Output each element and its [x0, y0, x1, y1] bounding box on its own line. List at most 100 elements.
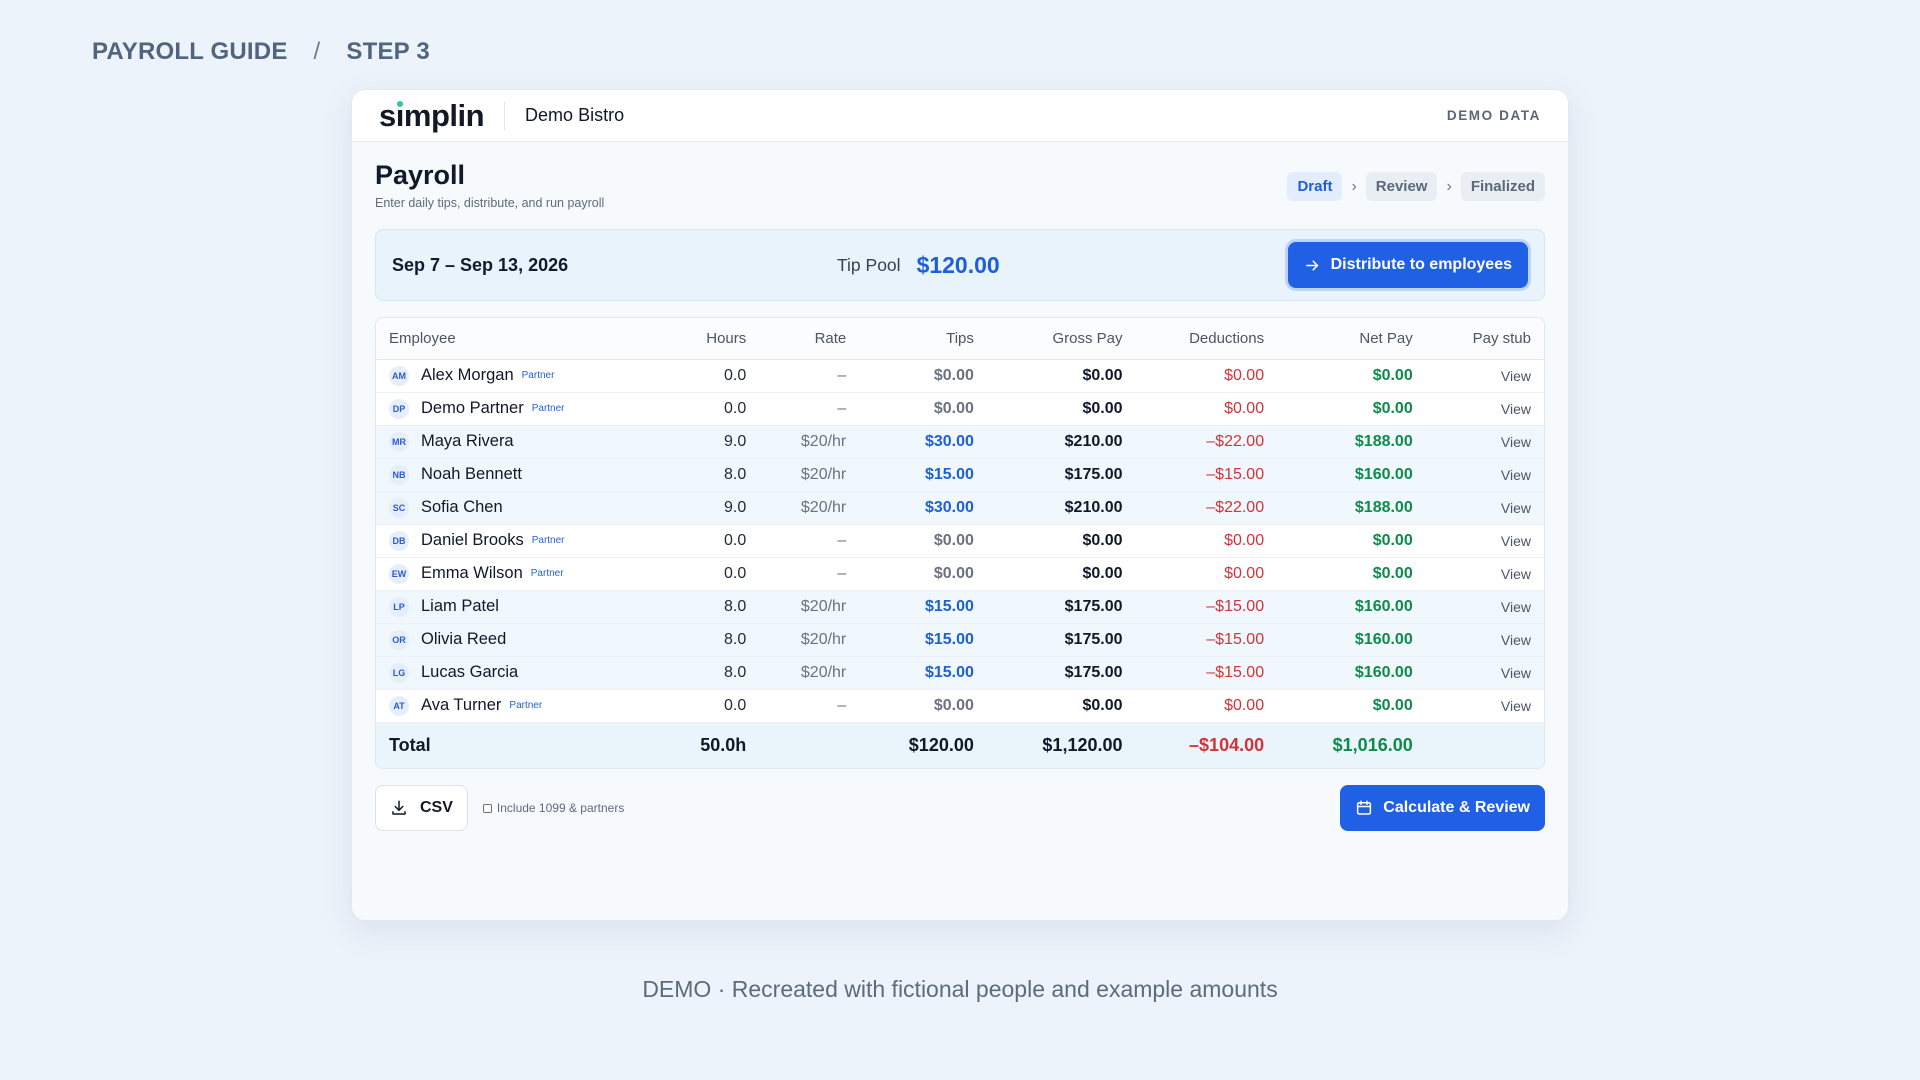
- partner-badge: Partner: [531, 535, 565, 546]
- table-row: LG Lucas Garcia 8.0 $20/hr $15.00 $175.00 –$15…: [376, 656, 1544, 690]
- total-gross: $1,120.00: [986, 722, 1136, 768]
- view-stub-link[interactable]: View: [1425, 656, 1544, 690]
- calculate-review-button[interactable]: Calculate & Review: [1340, 785, 1545, 831]
- deductions-cell: –$22.00: [1135, 491, 1278, 525]
- step-draft[interactable]: Draft: [1287, 172, 1343, 201]
- net-pay-cell: $160.00: [1277, 590, 1426, 624]
- total-net: $1,016.00: [1277, 722, 1426, 768]
- col-net-pay: Net Pay: [1277, 318, 1426, 360]
- pay-period: Sep 7 – Sep 13, 2026: [392, 254, 569, 275]
- hours-cell: 8.0: [658, 458, 760, 492]
- tips-cell: $15.00: [859, 656, 987, 690]
- employee-cell: SC Sofia Chen: [376, 491, 659, 525]
- hours-cell: 0.0: [658, 557, 760, 591]
- chevron-right-icon: ›: [1351, 177, 1357, 195]
- employee-avatar: LP: [389, 596, 409, 617]
- gross-pay-cell: $210.00: [986, 491, 1136, 525]
- tips-cell: $0.00: [859, 524, 987, 558]
- view-stub-link[interactable]: View: [1425, 689, 1544, 723]
- footer-actions: CSV Include 1099 & partners Calculate & …: [375, 785, 1545, 831]
- employee-cell: AT Ava Turner Partner: [376, 689, 659, 723]
- employee-avatar: DB: [389, 530, 409, 551]
- table-row: AM Alex Morgan Partner 0.0– $0.00 $0.00 $0.00 $…: [376, 359, 1544, 393]
- gross-pay-cell: $175.00: [986, 623, 1136, 657]
- tips-cell: $30.00: [859, 425, 987, 459]
- csv-button[interactable]: CSV: [375, 785, 468, 831]
- tips-cell: $0.00: [859, 392, 987, 426]
- guide-step: STEP 3: [346, 38, 430, 65]
- rate-cell: $20/hr: [759, 623, 860, 657]
- net-pay-cell: $160.00: [1277, 458, 1426, 492]
- col-gross-pay: Gross Pay: [986, 318, 1136, 360]
- employee-cell: LG Lucas Garcia: [376, 656, 659, 690]
- tips-cell: $15.00: [859, 590, 987, 624]
- guide-label: PAYROLL GUIDE: [92, 38, 288, 65]
- view-stub-link[interactable]: View: [1425, 590, 1544, 624]
- tips-cell: $15.00: [859, 458, 987, 492]
- col-hours: Hours: [658, 318, 760, 360]
- distribute-button[interactable]: Distribute to employees: [1287, 242, 1528, 288]
- demo-data-tag: DEMO DATA: [1446, 108, 1541, 123]
- gross-pay-cell: $175.00: [986, 656, 1136, 690]
- hours-cell: 9.0: [658, 491, 760, 525]
- net-pay-cell: $0.00: [1277, 359, 1426, 393]
- tips-cell: $0.00: [859, 689, 987, 723]
- employee-avatar: DP: [389, 398, 409, 419]
- net-pay-cell: $160.00: [1277, 656, 1426, 690]
- employee-cell: MR Maya Rivera: [376, 425, 659, 459]
- step-review[interactable]: Review: [1365, 172, 1438, 201]
- guide-separator: /: [313, 38, 321, 65]
- page-subtitle: Enter daily tips, distribute, and run pa…: [375, 196, 605, 210]
- table-row: OR Olivia Reed 8.0 $20/hr $15.00 $175.00 –$15.…: [376, 623, 1544, 657]
- total-tips: $120.00: [859, 722, 987, 768]
- tip-pool-label: Tip Pool: [837, 254, 901, 275]
- topbar-divider: [504, 101, 506, 130]
- include-partners-checkbox[interactable]: [482, 803, 492, 813]
- deductions-cell: $0.00: [1135, 557, 1278, 591]
- tip-pool-amount: $120.00: [916, 251, 1000, 278]
- payroll-table: Employee Hours Rate Tips Gross Pay Deduc…: [375, 317, 1545, 769]
- summary-bar: Sep 7 – Sep 13, 2026 Tip Pool $120.00 Di…: [375, 229, 1545, 301]
- employee-cell: DP Demo Partner Partner: [376, 392, 659, 426]
- gross-pay-cell: $0.00: [986, 689, 1136, 723]
- table-row: LP Liam Patel 8.0 $20/hr $15.00 $175.00 –$15.0…: [376, 590, 1544, 624]
- view-stub-link[interactable]: View: [1425, 359, 1544, 393]
- view-stub-link[interactable]: View: [1425, 557, 1544, 591]
- net-pay-cell: $0.00: [1277, 689, 1426, 723]
- view-stub-link[interactable]: View: [1425, 425, 1544, 459]
- view-stub-link[interactable]: View: [1425, 623, 1544, 657]
- rate-cell: $20/hr: [759, 491, 860, 525]
- hours-cell: 0.0: [658, 392, 760, 426]
- table-header-row: Employee Hours Rate Tips Gross Pay Deduc…: [376, 318, 1544, 360]
- gross-pay-cell: $0.00: [986, 392, 1136, 426]
- hours-cell: 8.0: [658, 590, 760, 624]
- deductions-cell: –$15.00: [1135, 458, 1278, 492]
- total-row: Total 50.0h $120.00 $1,120.00 –$104.00 $…: [376, 722, 1544, 768]
- view-stub-link[interactable]: View: [1425, 392, 1544, 426]
- view-stub-link[interactable]: View: [1425, 524, 1544, 558]
- view-stub-link[interactable]: View: [1425, 491, 1544, 525]
- employee-name: Noah Bennett: [421, 465, 522, 483]
- deductions-cell: $0.00: [1135, 392, 1278, 426]
- rate-cell: –: [759, 359, 860, 393]
- employee-cell: NB Noah Bennett: [376, 458, 659, 492]
- deductions-cell: –$15.00: [1135, 590, 1278, 624]
- net-pay-cell: $160.00: [1277, 623, 1426, 657]
- step-finalized[interactable]: Finalized: [1460, 172, 1545, 201]
- status-steps: Draft › Review › Finalized: [1287, 172, 1545, 201]
- deductions-cell: –$15.00: [1135, 623, 1278, 657]
- business-name: Demo Bistro: [525, 105, 625, 125]
- hours-cell: 0.0: [658, 689, 760, 723]
- view-stub-link[interactable]: View: [1425, 458, 1544, 492]
- col-deductions: Deductions: [1135, 318, 1278, 360]
- main-content: Payroll Enter daily tips, distribute, an…: [352, 142, 1568, 831]
- demo-caption: DEMO · Recreated with fictional people a…: [642, 976, 1278, 1002]
- rate-cell: –: [759, 557, 860, 591]
- employee-name: Lucas Garcia: [421, 663, 519, 681]
- table-row: EW Emma Wilson Partner 0.0– $0.00 $0.00 $0.00 $…: [376, 557, 1544, 591]
- table-row: DB Daniel Brooks Partner 0.0– $0.00 $0.00 $0.0…: [376, 524, 1544, 558]
- csv-label: CSV: [420, 799, 453, 816]
- logo: sı mplin: [379, 98, 485, 134]
- include-partners-option[interactable]: Include 1099 & partners: [482, 801, 624, 815]
- employee-name: Ava Turner: [421, 696, 502, 714]
